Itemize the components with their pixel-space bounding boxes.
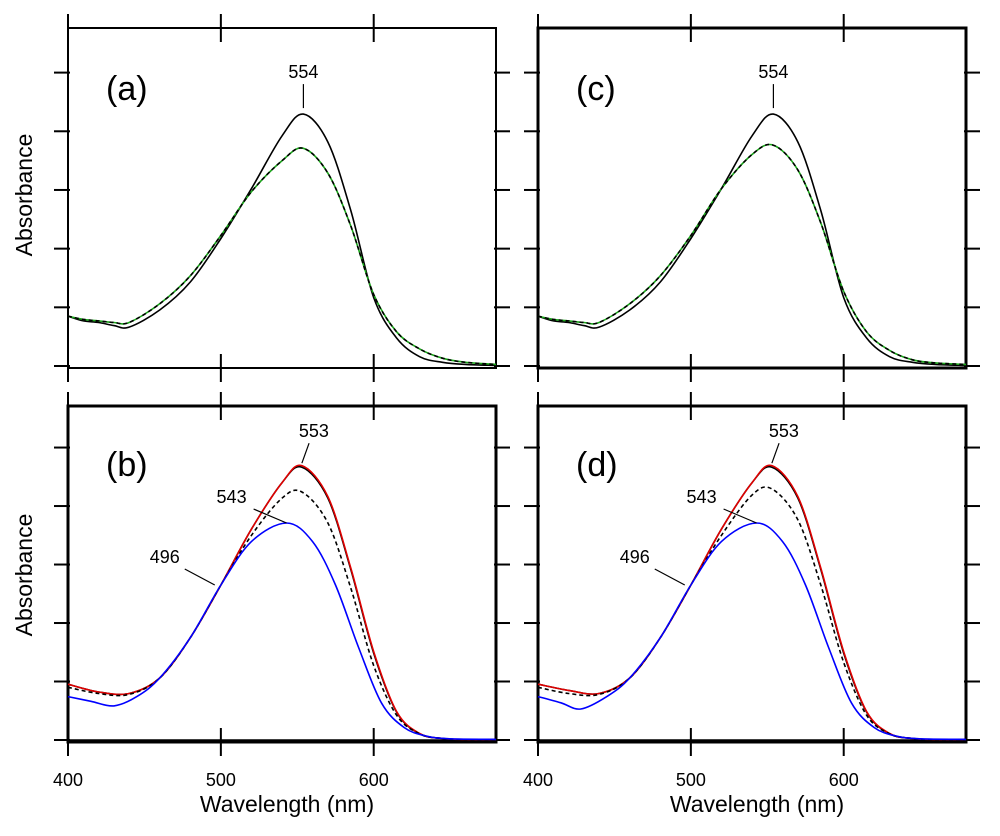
panels: (a) 554 (b) 553 543 496 (c) 554 (d) 553 543 496 400 5… [53,14,980,790]
x-axis-label-left: Wavelength (nm) [200,791,374,817]
series-line-initial [537,113,967,367]
x-tick-label: 600 [829,770,859,790]
panel-label: (c) [576,70,616,108]
x-axis-label-right: Wavelength (nm) [670,791,844,817]
peak-label: 553 [299,421,329,441]
peak-leader-line [301,442,310,464]
peak-label: 496 [150,547,180,567]
y-axis-label-top: Absorbance [11,134,37,257]
peak-label: 496 [620,547,650,567]
series-line-initial [67,113,497,367]
panel-d: (d) 553 543 496 [524,392,980,756]
peak-leader-line [253,508,287,524]
peak-leader-line [723,508,757,524]
panel-b: (b) 553 543 496 [54,392,510,756]
plot-frame [67,27,497,369]
panel-label: (b) [106,446,148,484]
peak-leader-line [771,442,780,464]
panel-c: (c) 554 [524,14,980,382]
plot-frame [536,26,968,370]
peak-label: 553 [769,421,799,441]
x-tick-label: 500 [206,770,236,790]
y-axis-label-bottom: Absorbance [11,514,37,637]
peak-label: 543 [217,487,247,507]
panel-a: (a) 554 [54,14,510,382]
peak-label: 554 [288,62,318,82]
peak-leader-line [184,568,216,586]
plot-frame [536,404,968,744]
panel-label: (d) [576,446,618,484]
peak-label: 543 [687,487,717,507]
series-line-final [537,143,967,366]
x-tick-label: 400 [53,770,83,790]
peak-label: 554 [758,62,788,82]
series-line-final [537,522,967,741]
panel-label: (a) [106,70,148,108]
x-tick-label: 400 [523,770,553,790]
x-tick-label: 600 [359,770,389,790]
peak-leader-line [654,568,686,586]
series-line-final [67,147,497,366]
plot-frame [66,404,498,744]
series-line-final [67,522,497,741]
x-tick-label: 500 [676,770,706,790]
